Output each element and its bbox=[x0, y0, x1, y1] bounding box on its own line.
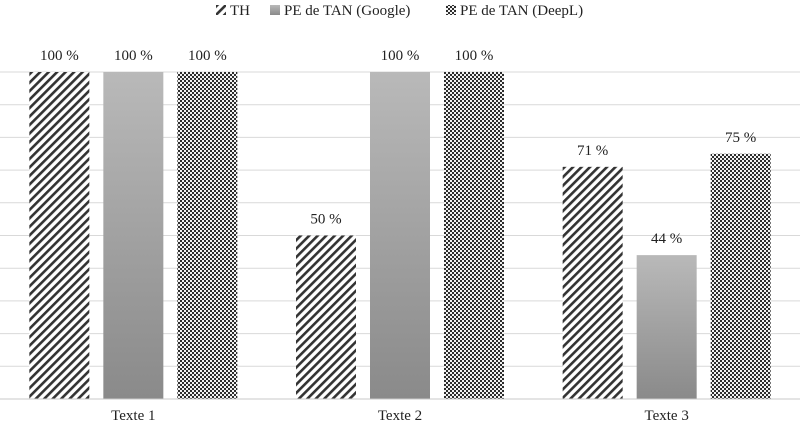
bar-pe-de-tan-deepl-texte-1 bbox=[177, 72, 238, 399]
bar-pe-de-tan-google-texte-3 bbox=[636, 255, 697, 399]
bar-pe-de-tan-google-texte-1 bbox=[103, 72, 164, 399]
data-label: 71 % bbox=[577, 143, 608, 159]
data-labels: 100 % 100 % 100 % 50 % 100 % 100 % 71 % 44 % 75 … bbox=[40, 48, 756, 247]
legend-label: TH bbox=[230, 3, 250, 19]
legend-swatch bbox=[216, 5, 226, 15]
data-label: 100 % bbox=[455, 48, 494, 64]
data-label: 75 % bbox=[725, 130, 756, 146]
legend-label: PE de TAN (DeepL) bbox=[460, 3, 583, 19]
data-label: 100 % bbox=[114, 48, 153, 64]
bars bbox=[29, 72, 771, 399]
legend-swatch bbox=[270, 5, 280, 15]
bar-pe-de-tan-google-texte-2 bbox=[370, 72, 430, 399]
data-label: 100 % bbox=[188, 48, 227, 64]
data-label: 100 % bbox=[381, 48, 420, 64]
legend-swatch bbox=[446, 5, 456, 15]
data-label: 44 % bbox=[651, 231, 682, 247]
bar-pe-de-tan-deepl-texte-3 bbox=[710, 153, 771, 399]
bar-th-texte-2 bbox=[296, 235, 356, 399]
data-label: 50 % bbox=[310, 212, 341, 228]
category-labels: Texte 1 Texte 2 Texte 3 bbox=[111, 408, 689, 424]
category-label: Texte 1 bbox=[111, 408, 155, 424]
category-label: Texte 2 bbox=[378, 408, 422, 424]
bar-th-texte-3 bbox=[562, 166, 623, 399]
legend-label: PE de TAN (Google) bbox=[284, 3, 410, 19]
bar-th-texte-1 bbox=[29, 72, 90, 399]
data-label: 100 % bbox=[40, 48, 79, 64]
legend: TH PE de TAN (Google) PE de TAN (DeepL) bbox=[216, 3, 583, 19]
bar-pe-de-tan-deepl-texte-2 bbox=[444, 72, 504, 399]
category-label: Texte 3 bbox=[644, 408, 688, 424]
